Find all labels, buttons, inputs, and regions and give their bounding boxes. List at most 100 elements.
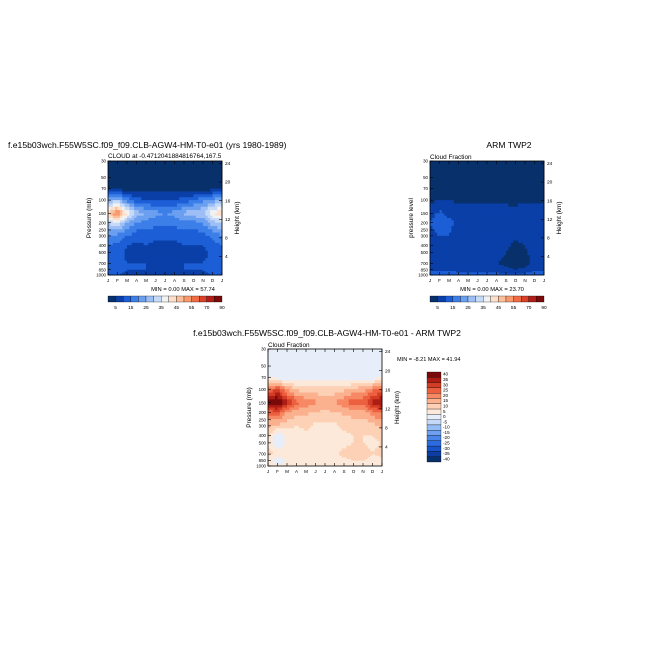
contour-cell xyxy=(117,222,121,227)
contour-cell xyxy=(372,363,376,371)
contour-cell xyxy=(458,210,462,214)
contour-cell xyxy=(501,206,505,211)
contour-cell xyxy=(439,245,443,248)
contour-cell xyxy=(491,222,495,227)
contour-cell xyxy=(268,349,271,357)
contour-cell xyxy=(207,260,211,264)
contour-cell xyxy=(365,399,369,404)
contour-cell xyxy=(181,206,185,211)
contour-cell xyxy=(150,257,154,262)
contour-cell xyxy=(365,407,369,411)
contour-cell xyxy=(268,383,271,387)
contour-cell xyxy=(441,250,445,253)
contour-cell xyxy=(527,268,531,271)
contour-cell xyxy=(491,273,495,276)
contour-cell xyxy=(525,247,528,250)
contour-cell xyxy=(458,213,462,217)
contour-cell xyxy=(453,273,457,276)
contour-cell xyxy=(191,273,194,276)
contour-cell xyxy=(212,225,216,230)
contour-cell xyxy=(527,197,531,201)
contour-cell xyxy=(506,245,509,248)
colorbar-label: 70 xyxy=(526,305,532,311)
contour-cell xyxy=(525,181,528,189)
contour-cell xyxy=(320,412,324,417)
contour-cell xyxy=(472,269,476,272)
contour-cell xyxy=(458,229,462,233)
contour-cell xyxy=(198,200,202,204)
contour-cell xyxy=(498,197,502,201)
contour-cell xyxy=(536,215,540,219)
contour-cell xyxy=(472,240,476,244)
contour-cell xyxy=(160,222,164,227)
contour-cell xyxy=(124,203,128,208)
contour-cell xyxy=(489,188,493,192)
contour-cell xyxy=(112,210,116,214)
contour-cell xyxy=(205,271,209,273)
contour-cell xyxy=(353,383,357,387)
contour-cell xyxy=(150,197,154,201)
contour-cell xyxy=(334,395,338,400)
contour-cell xyxy=(532,255,535,259)
contour-cell xyxy=(287,399,290,404)
contour-cell xyxy=(522,255,526,259)
contour-cell xyxy=(339,383,343,387)
contour-cell xyxy=(200,215,204,219)
contour-cell xyxy=(143,250,147,253)
contour-cell xyxy=(289,370,293,378)
contour-cell xyxy=(451,218,455,221)
contour-cell xyxy=(534,255,538,259)
contour-cell xyxy=(176,248,180,252)
contour-cell xyxy=(198,273,202,276)
contour-cell xyxy=(127,174,130,183)
contour-cell xyxy=(513,203,516,208)
contour-cell xyxy=(468,255,471,259)
contour-cell xyxy=(131,257,135,262)
contour-cell xyxy=(108,203,111,208)
contour-cell xyxy=(162,232,166,237)
contour-cell xyxy=(296,412,300,417)
contour-cell xyxy=(344,407,347,411)
contour-cell xyxy=(501,252,505,256)
contour-cell xyxy=(529,272,533,275)
contour-cell xyxy=(475,174,478,183)
contour-cell xyxy=(501,203,505,208)
x-tick-label: A xyxy=(495,278,499,283)
contour-cell xyxy=(498,210,502,214)
contour-cell xyxy=(496,213,500,217)
contour-cell xyxy=(487,273,490,276)
contour-cell xyxy=(210,260,213,264)
contour-cell xyxy=(153,247,156,250)
contour-cell xyxy=(195,174,199,183)
contour-cell xyxy=(141,268,145,271)
y-tick-label: 300 xyxy=(99,233,107,238)
contour-cell xyxy=(541,181,545,189)
contour-cell xyxy=(527,235,531,239)
contour-cell xyxy=(449,197,452,201)
contour-cell xyxy=(303,370,307,378)
contour-cell xyxy=(143,194,147,198)
contour-cell xyxy=(268,402,271,406)
contour-cell xyxy=(310,412,314,417)
contour-cell xyxy=(468,245,471,248)
contour-cell xyxy=(112,240,116,244)
contour-cell xyxy=(134,213,137,217)
contour-cell xyxy=(453,210,457,214)
contour-cell xyxy=(219,222,223,227)
y2-tick-label: 20 xyxy=(225,180,231,186)
contour-cell xyxy=(513,266,516,269)
contour-cell xyxy=(479,271,483,273)
contour-cell xyxy=(310,405,314,408)
contour-cell xyxy=(501,235,505,239)
contour-cell xyxy=(355,412,359,417)
contour-cell xyxy=(522,266,526,269)
contour-cell xyxy=(138,222,142,227)
contour-cell xyxy=(198,197,202,201)
contour-cell xyxy=(198,194,202,198)
contour-cell xyxy=(506,268,509,271)
contour-cell xyxy=(501,218,505,221)
contour-cell xyxy=(110,200,114,204)
contour-cell xyxy=(520,229,524,233)
contour-cell xyxy=(160,242,164,246)
contour-cell xyxy=(510,215,514,219)
